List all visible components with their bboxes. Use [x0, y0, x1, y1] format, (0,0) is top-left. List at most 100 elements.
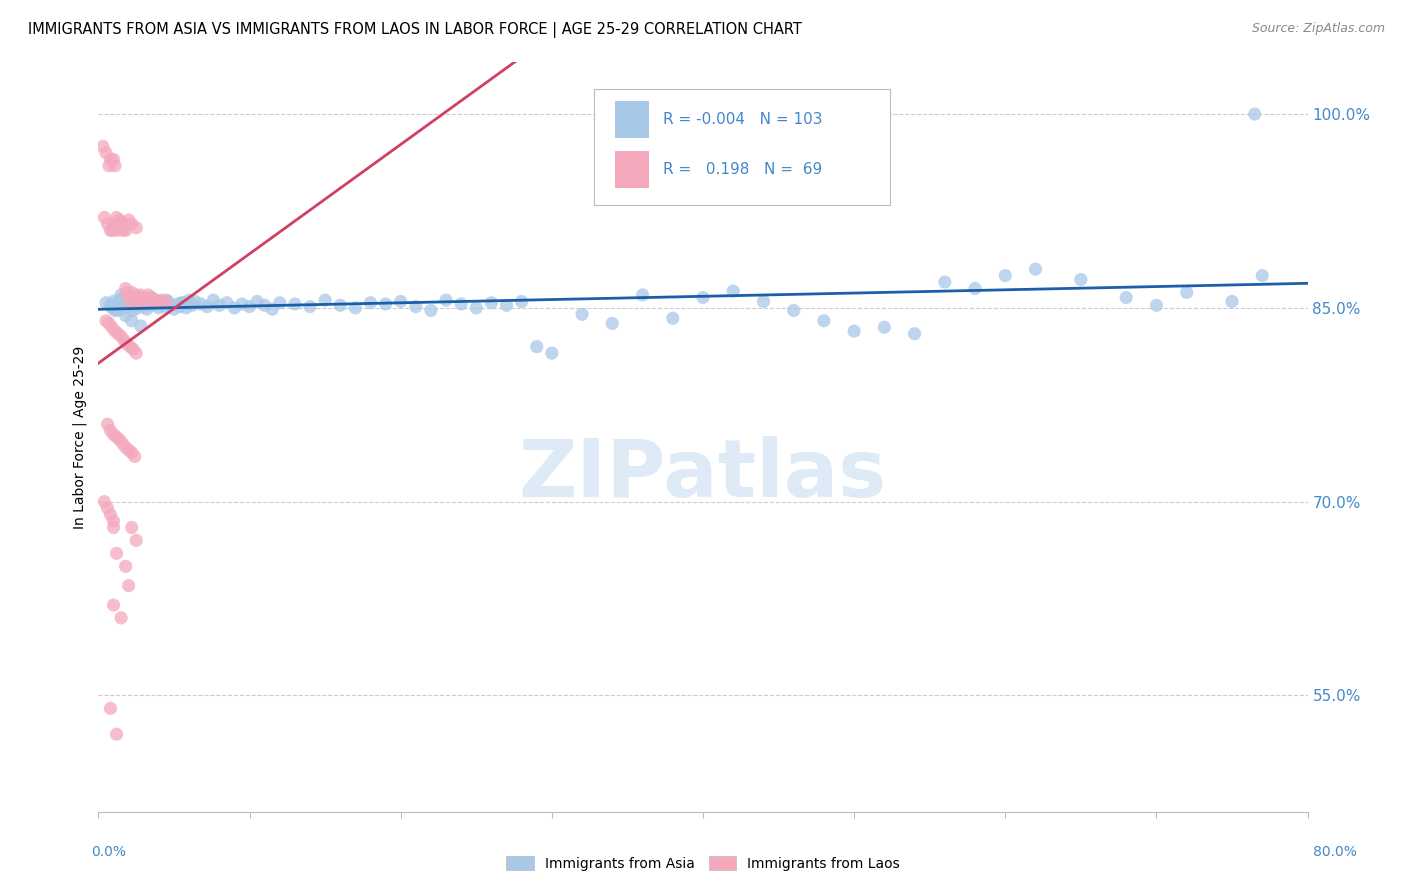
- Point: [215, 295, 238, 310]
- Point: [100, 508, 122, 522]
- Point: [105, 546, 128, 560]
- Point: [93, 211, 115, 225]
- Point: [94, 295, 117, 310]
- Point: [145, 293, 167, 307]
- Point: [166, 297, 188, 311]
- Point: [121, 445, 143, 459]
- Point: [844, 324, 866, 338]
- Point: [105, 727, 128, 741]
- FancyBboxPatch shape: [614, 151, 648, 188]
- Point: [141, 291, 163, 305]
- Point: [934, 275, 956, 289]
- Point: [174, 301, 197, 315]
- Point: [132, 300, 155, 314]
- Point: [101, 223, 124, 237]
- Point: [1220, 294, 1243, 309]
- Point: [405, 300, 427, 314]
- Point: [253, 298, 276, 312]
- Point: [148, 295, 170, 310]
- Point: [110, 302, 132, 317]
- Point: [994, 268, 1017, 283]
- Point: [153, 300, 176, 314]
- Point: [108, 293, 131, 307]
- Point: [163, 302, 186, 317]
- Point: [118, 579, 141, 593]
- Point: [135, 302, 157, 317]
- Point: [118, 442, 141, 457]
- Point: [142, 298, 165, 312]
- Point: [100, 298, 122, 312]
- Point: [103, 520, 125, 534]
- Point: [131, 294, 153, 309]
- Point: [904, 326, 927, 341]
- Point: [103, 514, 125, 528]
- Point: [134, 293, 156, 307]
- Point: [120, 294, 142, 309]
- Point: [125, 533, 148, 548]
- Point: [114, 441, 136, 455]
- Point: [110, 611, 132, 625]
- Point: [124, 293, 146, 307]
- Point: [98, 159, 121, 173]
- Point: [723, 284, 745, 298]
- Point: [103, 598, 125, 612]
- Point: [108, 213, 131, 227]
- Point: [120, 294, 142, 309]
- Point: [121, 300, 143, 314]
- Point: [231, 297, 253, 311]
- Point: [752, 294, 775, 309]
- Point: [118, 297, 141, 311]
- Point: [120, 340, 142, 354]
- Point: [360, 295, 382, 310]
- Point: [481, 295, 503, 310]
- Point: [128, 294, 150, 309]
- Point: [122, 291, 145, 305]
- Point: [104, 324, 127, 338]
- Point: [145, 293, 167, 307]
- Point: [129, 288, 152, 302]
- Point: [111, 223, 134, 237]
- Point: [121, 285, 143, 300]
- Point: [571, 307, 593, 321]
- Point: [105, 297, 128, 311]
- Point: [299, 300, 322, 314]
- Point: [121, 314, 143, 328]
- Point: [284, 297, 307, 311]
- Point: [132, 291, 155, 305]
- Point: [420, 303, 443, 318]
- Point: [127, 301, 149, 315]
- Point: [125, 220, 148, 235]
- Point: [115, 295, 138, 310]
- Point: [150, 297, 173, 311]
- Point: [114, 281, 136, 295]
- Point: [692, 291, 714, 305]
- Point: [374, 297, 396, 311]
- Text: ZIPatlas: ZIPatlas: [519, 435, 887, 514]
- Point: [111, 292, 134, 306]
- Point: [239, 300, 262, 314]
- Point: [495, 298, 517, 312]
- Point: [142, 294, 165, 309]
- Point: [134, 297, 156, 311]
- Point: [114, 559, 136, 574]
- Point: [526, 340, 548, 354]
- Point: [112, 298, 135, 312]
- Point: [783, 303, 806, 318]
- Legend: Immigrants from Asia, Immigrants from Laos: Immigrants from Asia, Immigrants from La…: [501, 850, 905, 876]
- Point: [101, 301, 124, 315]
- Point: [112, 218, 135, 232]
- Text: R = -0.004   N = 103: R = -0.004 N = 103: [664, 112, 823, 127]
- Point: [105, 223, 128, 237]
- Y-axis label: In Labor Force | Age 25-29: In Labor Force | Age 25-29: [73, 345, 87, 529]
- FancyBboxPatch shape: [614, 101, 648, 138]
- Point: [110, 288, 132, 302]
- Point: [127, 291, 149, 305]
- Point: [269, 295, 291, 310]
- Point: [148, 301, 170, 315]
- Point: [169, 300, 191, 314]
- Point: [96, 217, 118, 231]
- Point: [434, 293, 457, 307]
- Point: [150, 293, 173, 307]
- Point: [125, 346, 148, 360]
- Point: [110, 216, 132, 230]
